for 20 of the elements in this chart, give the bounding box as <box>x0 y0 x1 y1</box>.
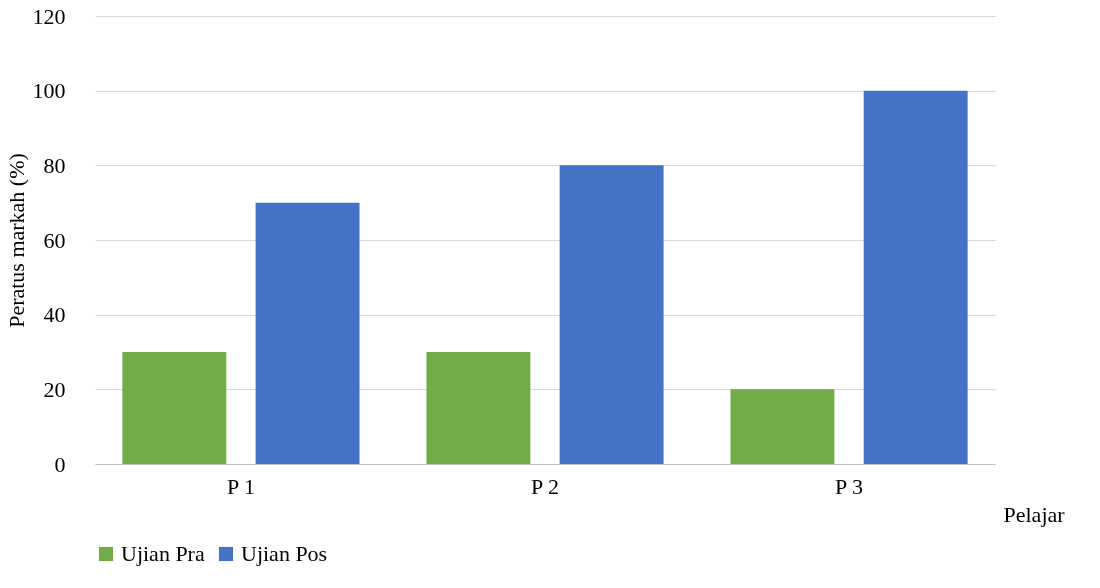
y-tick-label: 0 <box>54 451 66 477</box>
y-tick-label: 100 <box>32 78 66 104</box>
y-tick-label: 80 <box>43 152 66 178</box>
y-tick-label: 20 <box>43 376 66 402</box>
legend-label: Ujian Pos <box>241 541 328 566</box>
y-tick-label: 40 <box>43 302 66 328</box>
bar <box>426 352 531 464</box>
bar <box>559 165 664 464</box>
y-tick-label: 120 <box>32 3 66 29</box>
x-axis-title: Pelajar <box>1003 501 1066 527</box>
x-tick-label: P 3 <box>835 473 864 499</box>
bar <box>863 90 968 464</box>
y-tick-label: 60 <box>43 227 66 253</box>
x-tick-label: P 2 <box>531 473 559 499</box>
bar <box>255 202 360 464</box>
y-axis-title: Peratus markah (%) <box>3 153 29 328</box>
bar <box>730 389 835 464</box>
x-tick-label: P 1 <box>226 473 255 499</box>
bar <box>122 352 227 464</box>
legend-label: Ujian Pra <box>121 541 205 566</box>
